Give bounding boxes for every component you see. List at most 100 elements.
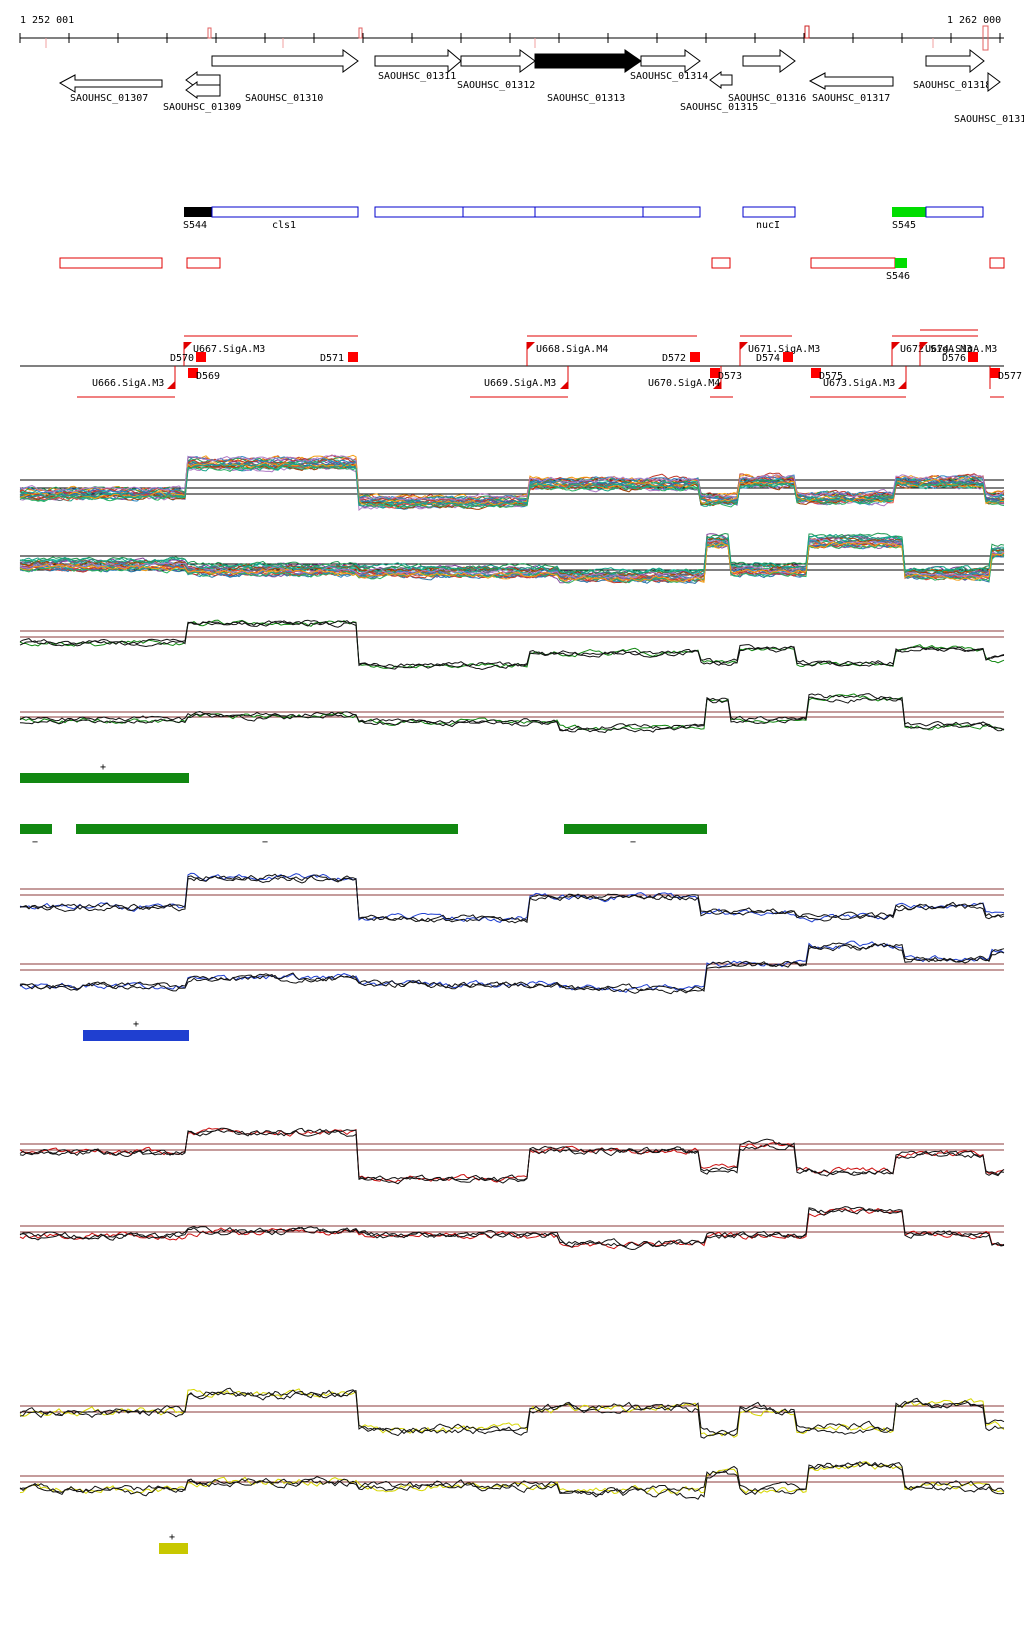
blue-condition-forward [19,872,1005,924]
operon-s546[interactable] [895,258,907,268]
operon-s544[interactable] [184,207,212,217]
segment-yellow-plus[interactable] [159,1543,188,1554]
ruler-ticks [19,33,1001,43]
gene-arrow[interactable] [534,49,642,73]
operon-box-red[interactable] [810,257,896,269]
ruler-marker [358,27,363,39]
green-condition-forward [19,619,1005,671]
ruler-marker [804,25,810,39]
shift-marker[interactable] [196,352,206,362]
segment-sign: − [630,837,636,848]
operon-box-red[interactable] [186,257,221,269]
promoter-forward[interactable] [183,335,358,366]
expression-line [19,1127,1005,1185]
segment-sign: − [32,837,38,848]
promoter-reverse[interactable] [470,366,569,398]
gene-arrow[interactable] [185,81,221,99]
expression-line [19,942,1005,995]
shift-label: D569 [196,371,220,382]
promoter-reverse[interactable] [77,366,176,398]
segment-green-minus[interactable] [20,824,52,834]
promoter-forward[interactable] [526,335,697,366]
gene-arrow[interactable] [808,72,894,90]
ruler-marker [207,27,212,39]
gene-label: SAOUHSC_01309 [163,102,241,113]
segment-green-minus[interactable] [564,824,707,834]
gene-label: SAOUHSC_01318 [913,80,991,91]
expression-line [19,620,1005,670]
segment-blue-plus[interactable] [83,1030,189,1041]
coordinate-ruler: 1 252 001 1 262 000 [19,15,1004,51]
gene-arrow[interactable] [742,49,796,73]
shift-marker[interactable] [710,368,720,378]
expression-line [19,1387,1005,1437]
gene-label: SAOUHSC_0131 [954,114,1024,125]
gene-arrow[interactable] [987,72,1001,92]
shift-marker[interactable] [348,352,358,362]
promoter-label: U671.SigA.M3 [748,344,820,355]
promoter-forward[interactable] [739,335,792,366]
operon-box[interactable] [462,206,536,218]
segment-green-plus[interactable] [20,773,189,783]
segment-sign: − [262,837,268,848]
green-condition-reverse [19,693,1005,734]
promoter-forward[interactable] [919,329,978,366]
expression-line [19,461,1005,507]
operon-box[interactable] [534,206,644,218]
expression-line [19,457,1005,503]
expression-line [19,541,1005,583]
shift-marker[interactable] [783,352,793,362]
expression-line [19,1127,1005,1183]
operon-box[interactable] [642,206,701,218]
gene-arrow[interactable] [925,48,985,74]
operon-box[interactable] [742,206,796,218]
segment-sign: + [100,762,106,773]
gene-arrow[interactable] [374,48,462,74]
shift-label: D574 [756,353,780,364]
expression-line [19,1462,1005,1500]
expression-line [19,532,1005,575]
shift-marker[interactable] [990,368,1000,378]
gene-arrow[interactable] [460,49,536,73]
shift-label: D570 [170,353,194,364]
operon-box[interactable] [211,206,359,218]
segment-green-minus[interactable] [76,824,458,834]
expression-line [19,873,1005,924]
operon-box[interactable] [925,206,984,218]
expression-line [19,462,1005,508]
promoter-forward[interactable] [891,335,978,366]
ruler-start-label: 1 252 001 [20,15,74,26]
expression-line [19,1207,1005,1251]
shift-marker[interactable] [811,368,821,378]
gene-label: SAOUHSC_01310 [245,93,323,104]
shift-marker[interactable] [188,368,198,378]
gene-arrow[interactable] [58,74,163,93]
gene-arrow[interactable] [709,71,733,89]
operon-box-red[interactable] [59,257,163,269]
operon-track: S544 cls1 nucI S545 S546 [59,206,1005,282]
multi-condition-track-reverse [19,532,1005,584]
expression-line [19,454,1005,501]
operon-label-s544: S544 [183,220,207,231]
operon-s545[interactable] [892,207,926,217]
operon-box-red[interactable] [989,257,1005,269]
expression-line [19,1207,1005,1250]
shift-marker[interactable] [968,352,978,362]
operon-box[interactable] [374,206,464,218]
operon-box-red[interactable] [711,257,731,269]
segment-bars: + − − − + + [20,762,707,1554]
gene-arrow[interactable] [211,49,359,73]
promoter-reverse[interactable] [810,366,907,398]
gene-label: SAOUHSC_01312 [457,80,535,91]
shift-marker[interactable] [690,352,700,362]
gene-arrow[interactable] [640,49,701,73]
promoter-label: U670.SigA.M4 [648,378,720,389]
ruler-marker [982,25,989,51]
promoter-reverse[interactable] [710,366,733,398]
promoter-label: U669.SigA.M3 [484,378,556,389]
segment-sign: + [133,1019,139,1030]
red-condition-forward [19,1127,1005,1185]
promoter-label: U667.SigA.M3 [193,344,265,355]
operon-label-s545: S545 [892,220,916,231]
